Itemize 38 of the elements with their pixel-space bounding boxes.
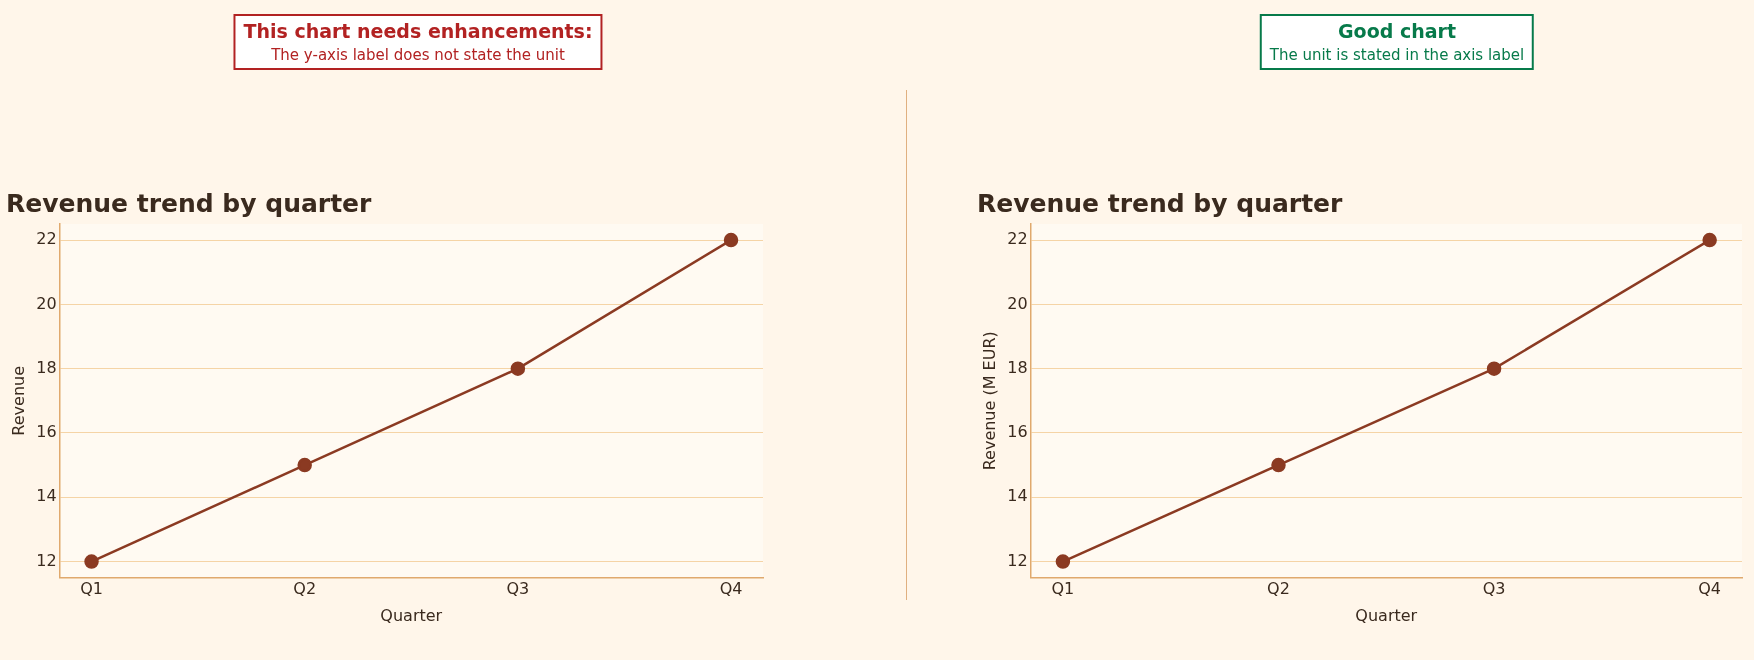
x-tick-label: Q1	[1051, 579, 1075, 599]
x-tick-label: Q2	[293, 579, 317, 599]
text: Good chart	[1337, 20, 1457, 42]
y-tick-label: 18	[36, 357, 57, 377]
text: This chart needs enhancements:	[243, 20, 593, 42]
text: The y-axis label does not state the unit	[270, 46, 566, 64]
point	[1486, 361, 1502, 376]
point	[510, 361, 526, 376]
text: The unit is stated in the axis label	[1269, 46, 1525, 64]
y-tick-label: 16	[36, 422, 57, 442]
point	[723, 232, 739, 248]
y-tick-label: 14	[1007, 486, 1028, 506]
x-axis-title: Quarter	[380, 605, 443, 625]
chart-title: Revenue trend by quarter	[977, 188, 1344, 218]
x-tick-label: Q4	[1698, 579, 1722, 599]
x-tick-label: Q2	[1267, 579, 1290, 599]
y-tick-label: 22	[1007, 229, 1028, 249]
point	[1702, 232, 1717, 248]
x-tick-label: Q4	[719, 579, 743, 599]
y-tick-label: 20	[36, 293, 57, 313]
y-tick-label: 16	[1007, 422, 1028, 442]
x-tick-label: Q3	[506, 579, 530, 599]
y-tick-label: 18	[1007, 357, 1028, 377]
x-tick-label: Q3	[1482, 579, 1506, 599]
x-tick-label: Q1	[80, 579, 103, 599]
point	[1055, 554, 1071, 569]
y-tick-label: 12	[1007, 550, 1028, 570]
y-tick-label: 14	[36, 486, 57, 506]
y-tick-label: 20	[1007, 293, 1028, 313]
y-tick-label: 12	[36, 550, 57, 570]
point	[84, 554, 99, 569]
chart-title: Revenue trend by quarter	[6, 188, 373, 218]
x-axis-title: Quarter	[1355, 605, 1418, 625]
y-axis-title: Revenue (M EUR)	[979, 331, 999, 471]
point	[1271, 457, 1286, 473]
y-axis-title: Revenue	[8, 365, 28, 436]
y-tick-label: 22	[36, 229, 57, 249]
point	[297, 457, 312, 473]
